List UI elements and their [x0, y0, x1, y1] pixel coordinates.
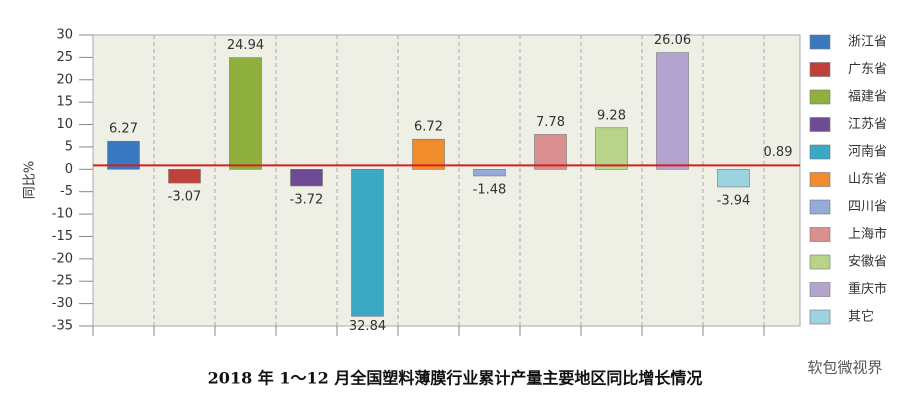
reference-label: 0.89 [764, 145, 793, 160]
value-label: -3.07 [168, 190, 202, 205]
legend-swatch [809, 172, 831, 187]
value-label: -3.72 [290, 192, 324, 207]
y-tick-label: 25 [56, 50, 73, 65]
bar [229, 57, 262, 170]
y-tick-label: 5 [65, 139, 73, 154]
legend-label: 其它 [848, 309, 874, 325]
legend-swatch [809, 309, 831, 325]
bar [290, 169, 323, 187]
value-label: -3.94 [717, 193, 751, 208]
bar [717, 169, 750, 188]
y-tick-label: -35 [52, 319, 73, 334]
legend-swatch [809, 89, 831, 105]
y-tick-label: 20 [56, 72, 73, 87]
value-label: -1.48 [473, 182, 507, 197]
y-tick-label: 15 [56, 95, 73, 110]
legend-swatch [809, 282, 831, 297]
value-label: 6.27 [109, 122, 138, 137]
legend-swatch [809, 199, 831, 215]
legend-swatch [809, 144, 831, 160]
value-label: 9.28 [597, 108, 626, 123]
legend-label: 山东省 [848, 172, 887, 187]
legend-label: 广东省 [848, 62, 887, 77]
value-label: 6.72 [414, 120, 443, 135]
legend-swatch [809, 254, 831, 270]
bar [351, 169, 384, 317]
legend-label: 重庆市 [848, 281, 887, 297]
bar [595, 127, 628, 170]
legend-label: 浙江省 [848, 35, 887, 50]
y-tick-label: -20 [52, 251, 73, 266]
watermark: 软包微视界 [807, 359, 882, 377]
legend-label: 河南省 [848, 144, 887, 160]
bar [656, 52, 689, 170]
y-axis-label: 同比% [23, 161, 38, 199]
legend-label: 安徽省 [848, 255, 887, 270]
legend-label: 江苏省 [848, 116, 887, 132]
value-label: 7.78 [536, 115, 565, 130]
legend-swatch [809, 227, 831, 242]
bar [473, 169, 506, 177]
y-tick-label: -5 [60, 184, 73, 199]
legend-swatch [809, 34, 831, 50]
y-tick-label: 10 [56, 117, 73, 132]
value-label: 24.94 [227, 38, 264, 53]
bar [412, 138, 445, 170]
y-tick-label: -25 [52, 274, 73, 289]
legend-swatch [809, 117, 831, 132]
y-tick-label: -30 [52, 296, 73, 311]
chart-title: 2018 年 1～12 月全国塑料薄膜行业累计产量主要地区同比增长情况 [208, 369, 703, 388]
value-label: 32.84 [349, 319, 386, 334]
y-tick-label: 0 [65, 162, 73, 177]
y-tick-label: -15 [52, 229, 73, 244]
bar [534, 134, 567, 170]
legend-label: 上海市 [848, 226, 887, 242]
y-tick-label: -10 [52, 207, 73, 222]
legend-label: 四川省 [848, 200, 887, 215]
value-label: 26.06 [654, 33, 691, 48]
bar [168, 169, 201, 184]
legend-swatch [809, 62, 831, 77]
legend-label: 福建省 [848, 90, 887, 105]
y-tick-label: 30 [56, 28, 73, 43]
